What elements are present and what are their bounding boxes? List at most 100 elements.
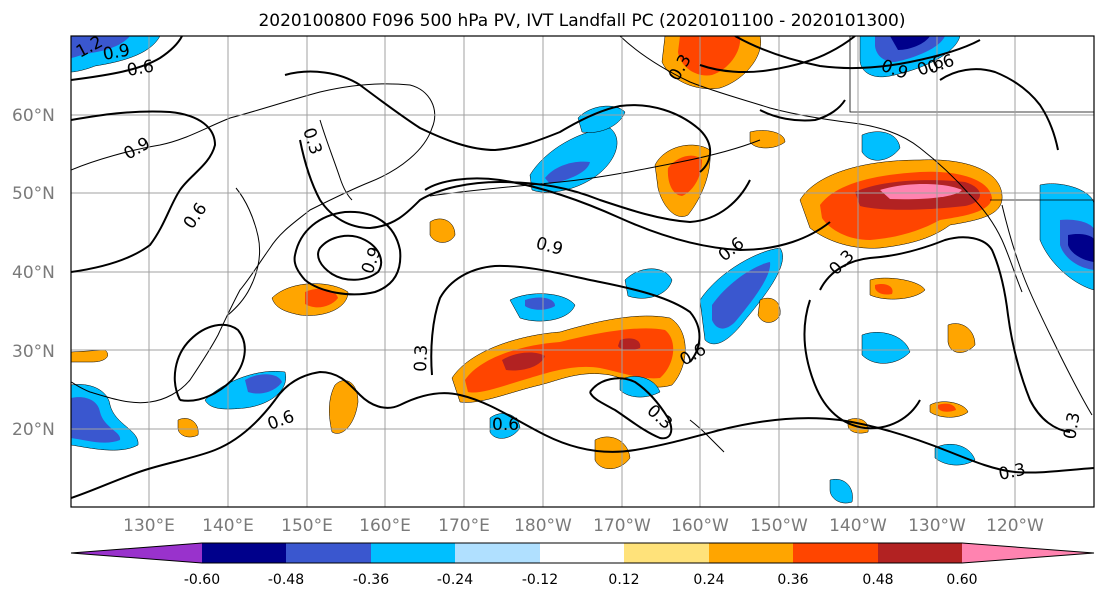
lon-label-130w: 130°W [908,516,966,536]
lon-label-160e: 160°E [359,516,411,536]
shading-region-blue-8-core [71,397,121,443]
colorbar-cell [878,543,962,563]
shading-region-orange-10 [757,297,781,323]
lat-label-50n: 50°N [12,184,55,204]
colorbar-tick-label: -0.36 [353,572,389,588]
colorbar-tick-label: 0.12 [608,572,639,588]
contour-label: 0.3 [1060,411,1084,441]
contour-line-4 [299,139,751,230]
shading-region-blue-12 [829,478,853,504]
lat-label-40n: 40°N [12,263,55,283]
colorbar-cell [455,543,540,563]
shading-region-central-darkred-2 [618,338,641,351]
shading-region-blue-4 [577,105,626,133]
coastline-kamchatka [319,119,353,201]
contour-line-9 [71,370,1094,499]
lon-label-150e: 150°E [281,516,333,536]
colorbar-ticks: -0.60 -0.48 -0.36 -0.24 -0.12 0.12 0.24 … [184,572,978,588]
shading-region-blue-16-core [875,36,945,62]
contour-line-16 [699,36,856,74]
colorbar-tick-label: 0.48 [862,572,893,588]
contour-label: 0.6 [492,415,519,435]
shading-region-orange-8-core [875,284,893,295]
lon-label-170w: 170°W [593,516,651,536]
lat-label-30n: 30°N [12,342,55,362]
shading-region-orange-14 [71,349,108,363]
contour-label: 0.9 [101,41,131,65]
shading-region-orange-4 [429,218,456,243]
colorbar-tick-label: -0.48 [268,572,304,588]
map-frame [70,35,1095,508]
lon-label-120w: 120°W [986,516,1044,536]
shading-region-blue-15-core [71,36,130,58]
contour-line-2 [71,36,183,81]
shading-region-coast-pink [880,184,962,200]
contour-line-3 [284,70,712,173]
contour-layer [71,36,1094,499]
contour-line-15 [939,68,1059,151]
colorbar-cell [540,543,624,563]
contour-label: 0.6 [125,57,155,81]
contour-line-17 [759,99,846,122]
colorbar-outline [70,542,1095,564]
lon-label-150w: 150°W [750,516,808,536]
colorbar-tick-label: 0.60 [946,572,977,588]
shading-region-orange-12-core [938,403,956,412]
shading-region-blue-6-darkest [1068,233,1094,262]
shading-region-orange-2-core [667,155,702,196]
coastline-alaska [619,36,1023,293]
shading-region-blue-11 [489,413,521,439]
colorbar-cell [202,543,286,563]
colorbar-cell [709,543,793,563]
colorbar-tick-label: 0.36 [777,572,808,588]
contour-label: 0.3 [411,344,432,372]
contour-line-13 [803,299,921,430]
contour-line-7 [424,177,831,252]
contour-line-14 [734,36,981,70]
lon-label-140w: 140°W [829,516,887,536]
shading-region-orange-7 [947,323,976,353]
shading-region-blue-10 [861,332,911,364]
colorbar-cell [286,543,371,563]
lon-label-140e: 140°E [202,516,254,536]
shading-region-blue-2-core [525,297,555,310]
contour-line-8 [430,264,701,376]
coastline-aleutians [429,139,761,197]
colorbar: -0.60 -0.48 -0.36 -0.24 -0.12 0.12 0.24 … [70,542,1095,588]
contour-line-12 [819,236,1071,433]
lon-label-130e: 130°E [123,516,175,536]
shading-region-orange-3-core [305,288,338,308]
colorbar-cell [962,543,1094,563]
colorbar-tick-label: 0.24 [693,572,724,588]
colorbar-cell [371,543,455,563]
colorbar-tick-label: -0.60 [184,572,220,588]
contour-line-5 [317,234,383,281]
colorbar-cell [71,543,202,563]
shading-region-orange-1-core [678,36,741,76]
shading-region-orange-11 [177,418,199,438]
border-canada-us [849,36,1094,113]
shading-layer [71,36,1094,504]
shading-region-orange-6 [329,380,359,434]
latitude-labels: 60°N 50°N 40°N 30°N 20°N [12,106,55,440]
longitude-labels: 130°E 140°E 150°E 160°E 170°E 180°W 170°… [123,516,1044,536]
contour-line-1 [71,110,217,273]
colorbar-tick-label: -0.12 [522,572,558,588]
lon-label-160w: 160°W [671,516,729,536]
shading-region-orange-9 [749,130,786,149]
contour-line-11 [589,377,673,440]
shading-region-blue-3-core [545,161,590,184]
colorbar-cells [70,542,1095,564]
lon-label-180w: 180°W [514,516,572,536]
contour-line-6 [293,210,402,296]
map-panel: 1.2 0.9 0.6 0.3 0.9 0.6 0.9 0.9 0.6 0.3 … [70,35,1095,508]
lon-label-170e: 170°E [438,516,490,536]
figure-title: 2020100800 F096 500 hPa PV, IVT Landfall… [258,11,905,31]
coastline-layer [71,36,1094,453]
lat-label-60n: 60°N [12,106,55,126]
shading-region-blue-16-darkest [890,36,930,50]
lat-label-20n: 20°N [12,420,55,440]
contour-line-10 [173,323,246,402]
coastline-north-america [1001,204,1093,416]
